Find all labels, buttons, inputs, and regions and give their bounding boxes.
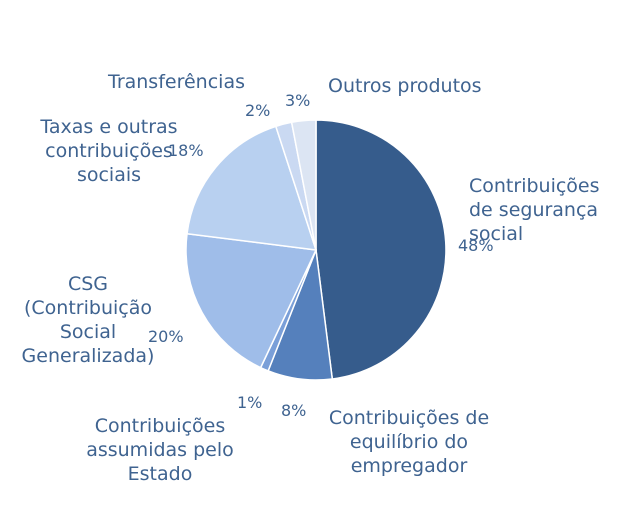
pie-slice-4: [186, 125, 318, 251]
pie-slice-3: [185, 232, 318, 369]
label-contribuicoes-seguranca-social: Contribuições de segurança social: [469, 175, 600, 245]
label-contribuicoes-equilibrio-empregador: Contribuições de equilíbrio do empregado…: [328, 407, 490, 477]
pie-slice-6: [290, 119, 317, 251]
label-transferencias: Transferências: [108, 71, 245, 93]
label-csg: CSG (Contribuição Social Generalizada): [21, 273, 155, 367]
pct-taxas-outras-contribuicoes: 18%: [168, 141, 204, 160]
label-contribuicoes-assumidas-estado: Contribuições assumidas pelo Estado: [86, 415, 234, 485]
pct-outros-produtos: 3%: [285, 91, 311, 110]
pct-csg: 20%: [148, 327, 184, 346]
pct-contribuicoes-equilibrio-empregador: 8%: [281, 401, 307, 420]
pct-contribuicoes-assumidas-estado: 1%: [237, 393, 263, 412]
label-outros-produtos: Outros produtos: [328, 75, 482, 97]
pct-contribuicoes-seguranca-social: 48%: [458, 236, 494, 255]
label-taxas-outras-contribuicoes: Taxas e outras contribuições sociais: [40, 116, 178, 186]
pct-transferencias: 2%: [245, 101, 271, 120]
pie-slice-0: [315, 119, 447, 380]
